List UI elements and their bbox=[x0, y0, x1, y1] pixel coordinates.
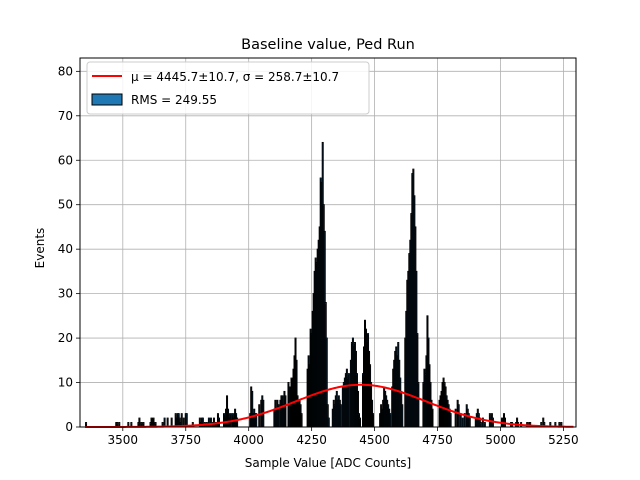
x-tick-label: 4750 bbox=[422, 433, 453, 447]
histogram-bar bbox=[327, 417, 330, 428]
histogram-bar bbox=[461, 417, 464, 428]
y-axis-ticks: 0 10 20 30 40 50 60 70 80 bbox=[58, 64, 80, 434]
y-tick-label: 50 bbox=[58, 198, 73, 212]
x-tick-label: 3500 bbox=[108, 433, 139, 447]
histogram-bar bbox=[284, 395, 287, 428]
x-axis-ticks: 3500 3750 4000 4250 4500 4750 5000 5250 bbox=[108, 427, 579, 447]
histogram-bar bbox=[209, 417, 212, 428]
histogram-bars bbox=[85, 141, 563, 428]
legend-rms-swatch bbox=[91, 93, 123, 106]
histogram-bar bbox=[459, 413, 462, 428]
histogram-bar bbox=[389, 413, 392, 428]
y-tick-label: 10 bbox=[58, 376, 73, 390]
histogram-bar bbox=[138, 417, 141, 428]
histogram-bar bbox=[372, 413, 375, 428]
legend-rms-label: RMS = 249.55 bbox=[131, 93, 217, 107]
histogram-bar bbox=[401, 404, 404, 428]
y-tick-label: 0 bbox=[65, 420, 73, 434]
legend-box bbox=[86, 61, 370, 115]
histogram-bar bbox=[483, 422, 486, 428]
y-tick-label: 30 bbox=[58, 287, 73, 301]
histogram-bar bbox=[431, 408, 434, 428]
histogram-bar bbox=[180, 413, 183, 428]
histogram-bar bbox=[457, 404, 460, 428]
y-tick-label: 20 bbox=[58, 331, 73, 345]
histogram-bar bbox=[150, 417, 153, 428]
x-tick-label: 4250 bbox=[296, 433, 327, 447]
histogram-bar bbox=[468, 417, 471, 428]
x-axis-label: Sample Value [ADC Counts] bbox=[245, 456, 411, 470]
y-tick-label: 60 bbox=[58, 153, 73, 167]
chart-title: Baseline value, Ped Run bbox=[241, 37, 415, 53]
x-tick-label: 5250 bbox=[548, 433, 579, 447]
histogram-bar bbox=[258, 404, 261, 428]
x-tick-label: 5000 bbox=[485, 433, 516, 447]
histogram-bar bbox=[300, 413, 303, 428]
histogram-bar bbox=[479, 422, 482, 428]
x-tick-label: 3750 bbox=[170, 433, 201, 447]
histogram-bar bbox=[152, 417, 155, 428]
y-tick-label: 40 bbox=[58, 242, 73, 256]
histogram-bar bbox=[449, 413, 452, 428]
x-tick-label: 4500 bbox=[359, 433, 390, 447]
x-tick-label: 4000 bbox=[233, 433, 264, 447]
histogram-bar bbox=[358, 417, 361, 428]
y-axis-label: Events bbox=[33, 228, 47, 269]
y-tick-label: 70 bbox=[58, 109, 73, 123]
histogram-bar bbox=[212, 417, 215, 428]
y-tick-label: 80 bbox=[58, 64, 73, 78]
legend: μ = 4445.7±10.7, σ = 258.7±10.7 RMS = 24… bbox=[86, 61, 370, 115]
plot-frame bbox=[79, 57, 577, 428]
histogram-bar bbox=[417, 382, 420, 428]
histogram-bar bbox=[339, 404, 342, 428]
legend-fit-label: μ = 4445.7±10.7, σ = 258.7±10.7 bbox=[131, 70, 339, 84]
histogram-bar bbox=[347, 373, 350, 428]
histogram-bar bbox=[207, 417, 210, 428]
